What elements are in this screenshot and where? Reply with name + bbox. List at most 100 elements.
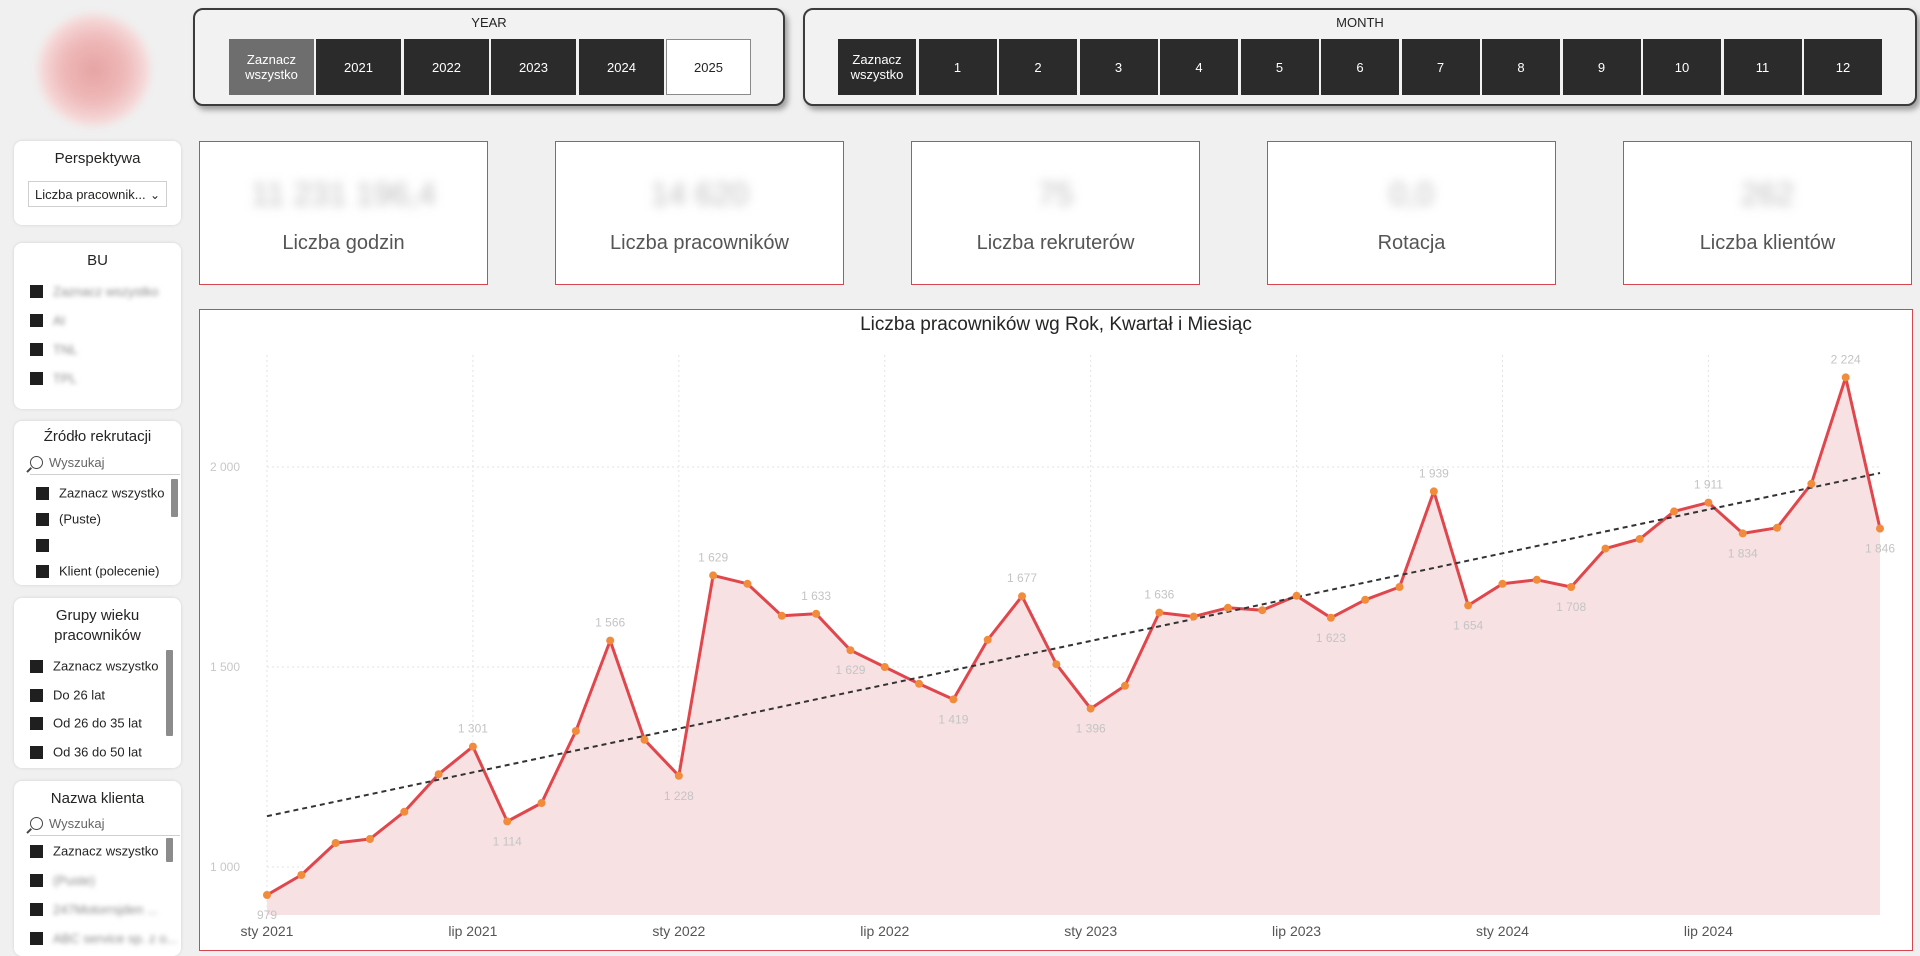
checkbox[interactable] (30, 285, 43, 299)
x-tick-label: sty 2021 (241, 923, 294, 939)
month-tile-4[interactable]: 4 (1160, 39, 1238, 95)
month-tile-6[interactable]: 6 (1321, 39, 1399, 95)
trend-line (266, 472, 1881, 818)
area-fill (267, 377, 1880, 915)
checkbox[interactable] (30, 372, 43, 386)
month-tile-7[interactable]: 7 (1401, 39, 1480, 95)
data-point (503, 817, 512, 826)
list-item[interactable]: Od 36 do 50 lat (30, 744, 142, 760)
data-point (1018, 592, 1027, 601)
data-point (1292, 591, 1301, 600)
month-tile-11[interactable]: 11 (1723, 39, 1802, 95)
list-item[interactable]: (Puste) (36, 511, 101, 527)
x-tick-label: lip 2023 (1272, 923, 1321, 939)
list-item[interactable]: AI (30, 312, 65, 328)
data-point (1223, 603, 1232, 612)
search-input[interactable]: Wyszukaj (30, 815, 180, 836)
data-point (709, 571, 718, 580)
data-label: 1 419 (938, 712, 968, 726)
list-item[interactable]: Zaznacz wszystko (36, 485, 164, 501)
checkbox[interactable] (30, 343, 43, 357)
data-point (1807, 479, 1816, 488)
list-item[interactable]: ABC service sp. z o... (30, 930, 177, 946)
data-point (1567, 583, 1576, 591)
data-point (1155, 608, 1164, 617)
year-tile-2025[interactable]: 2025 (666, 39, 751, 95)
data-point (331, 839, 340, 847)
list-item[interactable]: Zaznacz wszystko (30, 658, 158, 674)
month-tile-10[interactable]: 10 (1643, 39, 1721, 95)
data-point (1704, 498, 1713, 507)
slicer-nazwa-klienta: Nazwa klienta Wyszukaj Zaznacz wszystko … (14, 781, 181, 956)
list-item[interactable]: TNL (30, 341, 78, 357)
data-point (1086, 704, 1095, 713)
month-tile-5[interactable]: 5 (1240, 39, 1319, 95)
chart-plot: 1 000 1 500 2 000 979 1 301 1 114 1 566 1 228 1 … (210, 352, 1895, 939)
scrollbar[interactable] (166, 838, 173, 862)
kpi-value: 75 (1037, 176, 1074, 212)
data-point (949, 695, 958, 704)
scrollbar[interactable] (166, 650, 173, 736)
list-item[interactable]: 247Motorrsjden ... (30, 901, 158, 917)
dropdown-value: Liczba pracownik... (35, 187, 146, 202)
list-item[interactable]: Klient (polecenie) (36, 563, 159, 579)
year-tile-2023[interactable]: 2023 (491, 39, 576, 95)
data-label: 1 636 (1144, 588, 1174, 602)
data-point (1395, 583, 1404, 591)
data-label: 979 (257, 908, 277, 922)
checkbox[interactable] (30, 874, 43, 888)
kpi-value: 11 231 196,4 (251, 176, 436, 212)
slicer-grupy-wieku: Grupy wieku pracowników Zaznacz wszystko… (14, 598, 181, 768)
scrollbar[interactable] (171, 479, 178, 517)
year-tile-2022[interactable]: 2022 (404, 39, 489, 95)
month-slicer-title: MONTH (1336, 15, 1384, 30)
perspektywa-dropdown[interactable]: Liczba pracownik... ⌄ (28, 181, 167, 207)
list-item[interactable] (36, 537, 59, 553)
year-tile-select-all[interactable]: Zaznacz wszystko (229, 39, 314, 95)
series-line (266, 375, 1882, 897)
month-tile-select-all[interactable]: Zaznacz wszystko (838, 39, 916, 95)
list-item[interactable]: TPL (30, 370, 77, 386)
list-item[interactable]: Zaznacz wszystko (30, 283, 158, 299)
list-item[interactable]: (Puste) (30, 872, 95, 888)
checkbox[interactable] (30, 689, 43, 703)
list-item[interactable]: Od 26 do 35 lat (30, 715, 142, 731)
data-point (880, 663, 889, 671)
kpi-label: Liczba godzin (282, 232, 405, 254)
checkbox[interactable] (30, 845, 43, 859)
month-tile-3[interactable]: 3 (1079, 39, 1158, 95)
month-tile-1[interactable]: 1 (918, 39, 997, 95)
checkbox[interactable] (30, 660, 43, 674)
data-point (1635, 535, 1644, 543)
checkbox[interactable] (30, 746, 43, 760)
data-point (571, 727, 580, 735)
data-point (777, 611, 786, 620)
checkbox[interactable] (36, 565, 49, 579)
month-tile-9[interactable]: 9 (1562, 39, 1641, 95)
search-icon (30, 817, 43, 830)
month-tile-12[interactable]: 12 (1804, 39, 1882, 95)
list-item[interactable]: Zaznacz wszystko (30, 843, 158, 859)
data-point (743, 579, 752, 588)
data-point (1841, 373, 1850, 382)
checkbox[interactable] (36, 539, 49, 553)
data-point (1876, 524, 1884, 533)
slicer-zrodlo-rekrutacji: Źródło rekrutacji Wyszukaj Zaznacz wszys… (14, 421, 181, 585)
kpi-label: Liczba klientów (1699, 232, 1836, 254)
month-tile-2[interactable]: 2 (999, 39, 1077, 95)
data-point (434, 770, 443, 779)
checkbox[interactable] (30, 717, 43, 731)
checkbox[interactable] (30, 903, 43, 917)
month-tile-8[interactable]: 8 (1482, 39, 1560, 95)
slicer-title: BU (87, 252, 108, 269)
checkbox[interactable] (30, 932, 43, 946)
checkbox[interactable] (36, 487, 49, 501)
data-label: 1 629 (835, 663, 865, 677)
data-label: 1 566 (595, 616, 625, 630)
checkbox[interactable] (36, 513, 49, 527)
year-tile-2024[interactable]: 2024 (579, 39, 664, 95)
list-item[interactable]: Do 26 lat (30, 687, 105, 703)
search-input[interactable]: Wyszukaj (30, 454, 180, 475)
year-tile-2021[interactable]: 2021 (316, 39, 401, 95)
checkbox[interactable] (30, 314, 43, 328)
